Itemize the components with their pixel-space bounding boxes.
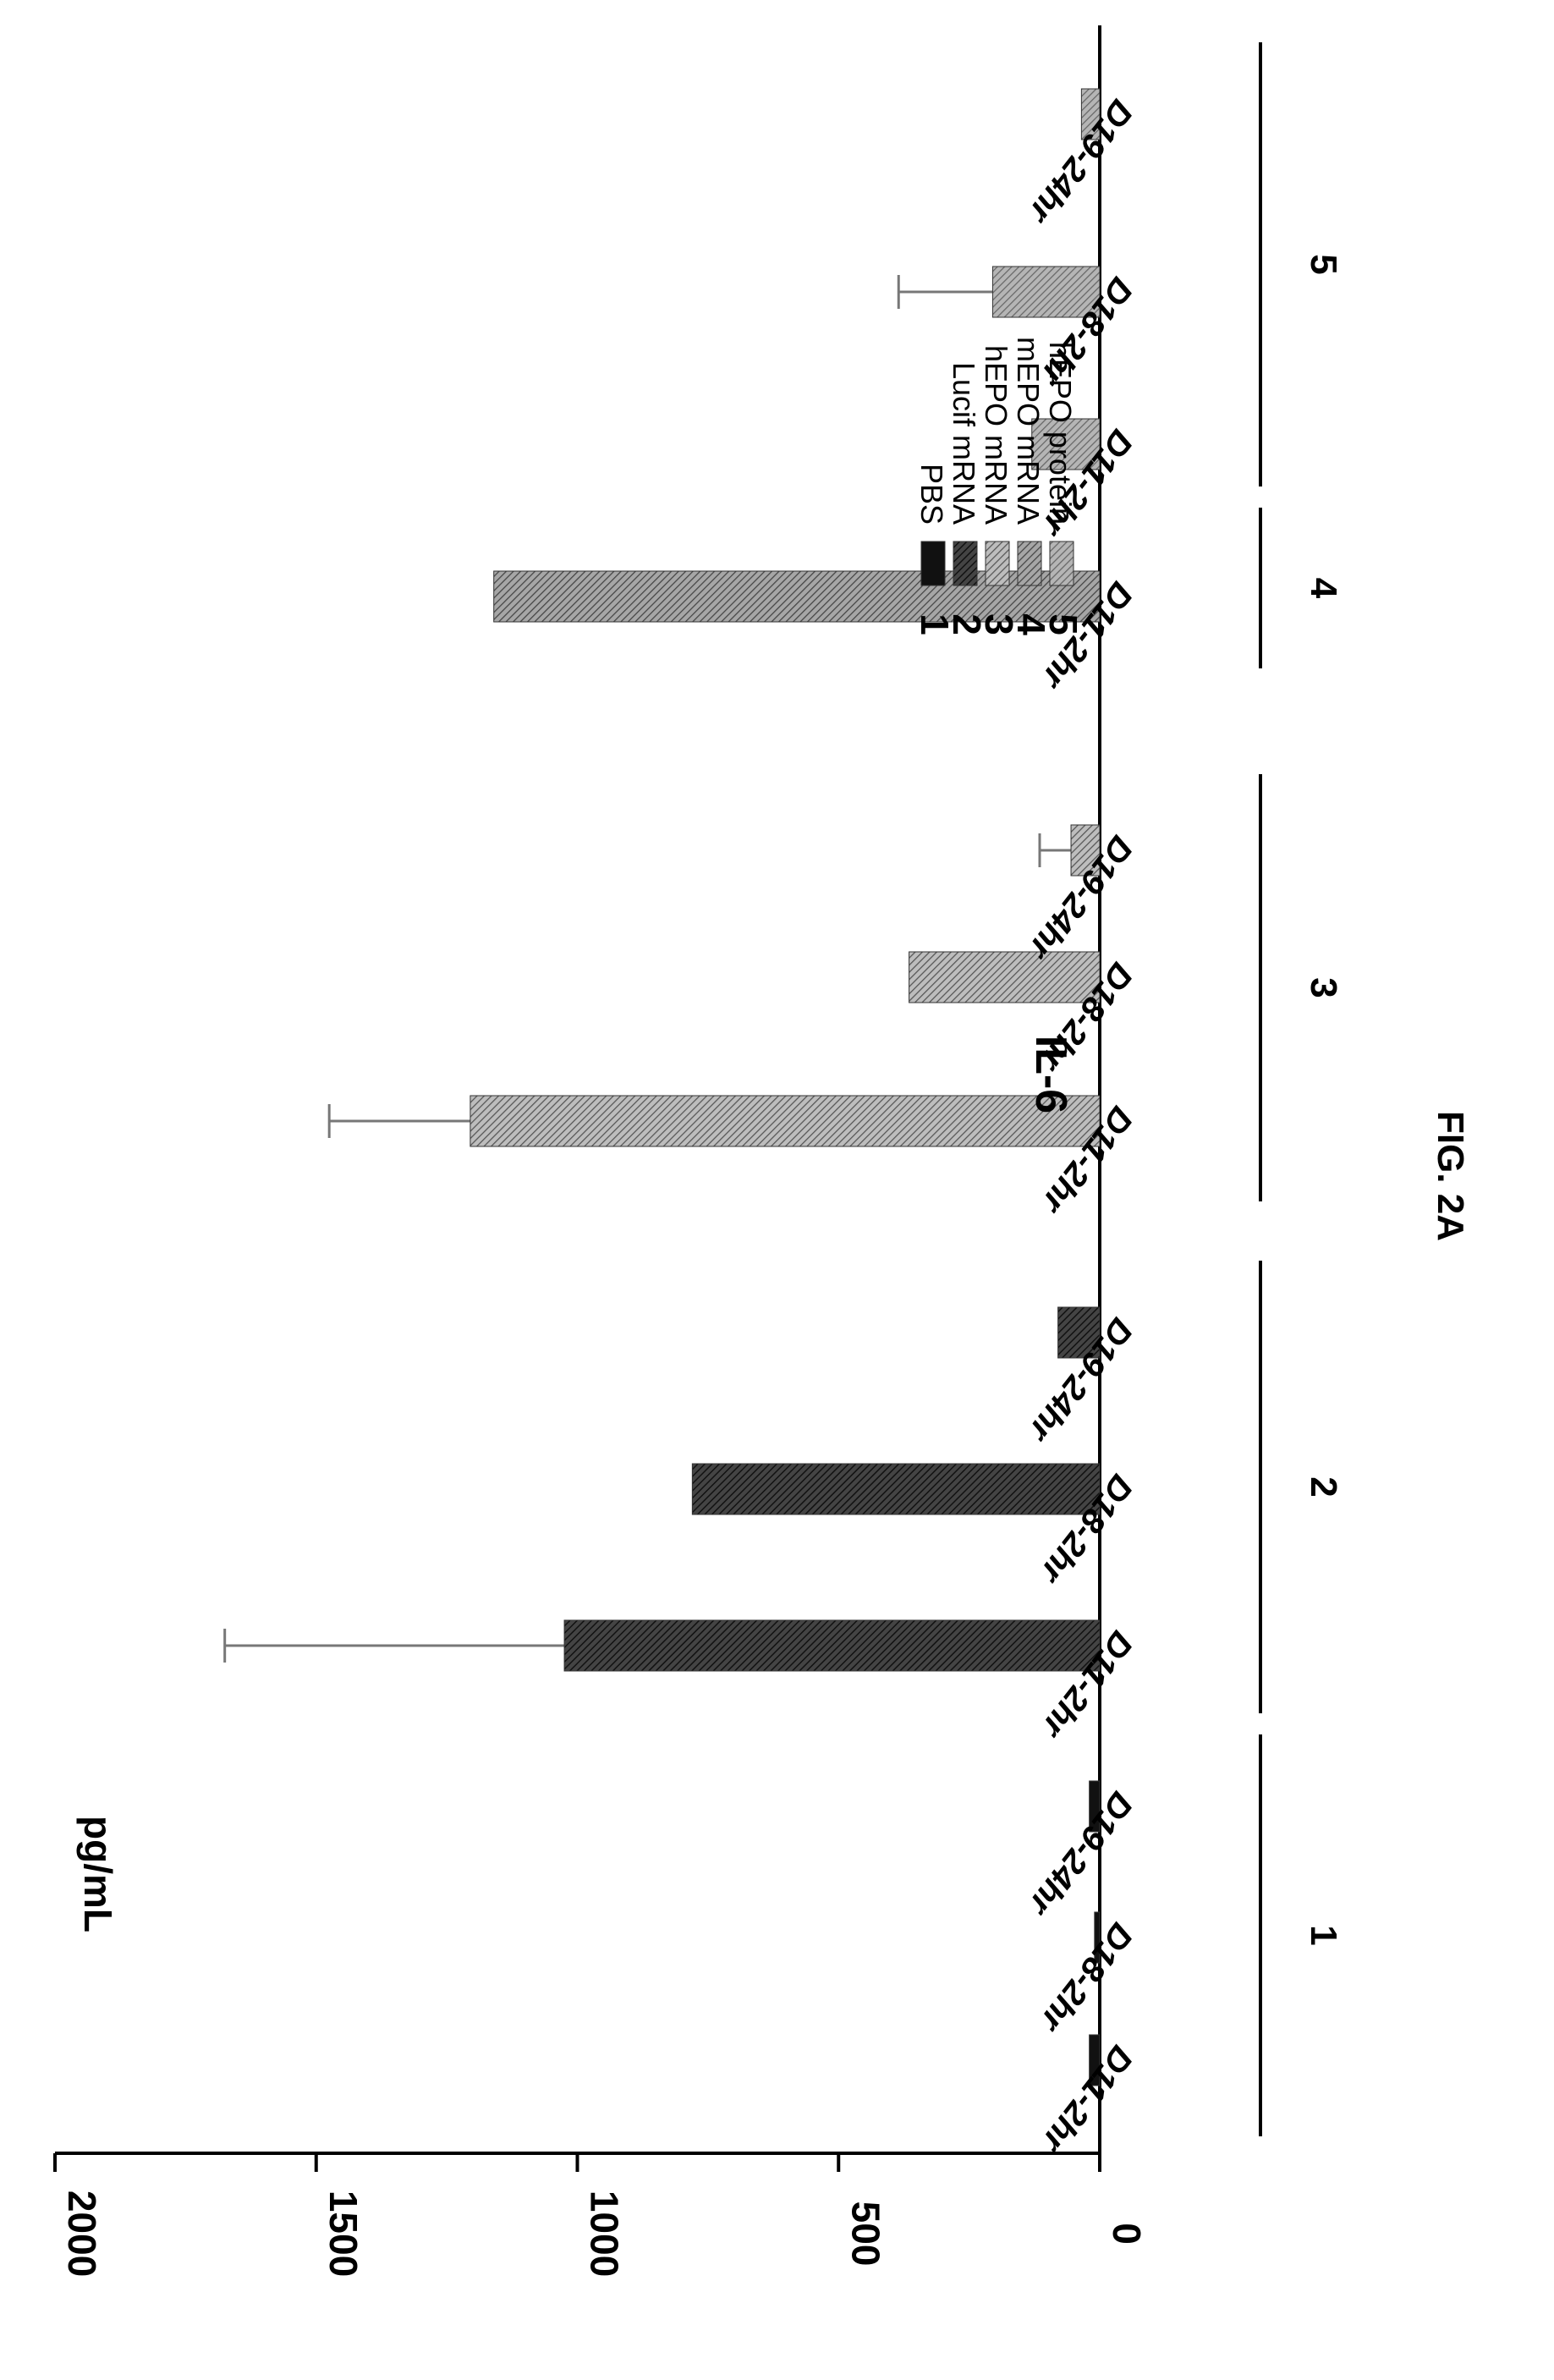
bar — [564, 1620, 1100, 1671]
y-tick-label: 0 — [1105, 2223, 1149, 2245]
chart-title: IL-6 — [1026, 1036, 1075, 1113]
group-label: 4 — [1303, 578, 1344, 599]
legend-label: hEPO mRNA — [979, 345, 1013, 525]
y-tick-label: 1500 — [321, 2190, 365, 2277]
y-tick-label: 500 — [843, 2201, 887, 2267]
y-tick-label: 1000 — [583, 2190, 627, 2277]
legend-swatch — [1018, 541, 1041, 585]
legend-swatch — [953, 541, 977, 585]
legend-label: Lucif mRNA — [947, 362, 981, 525]
group-label: 5 — [1303, 254, 1344, 274]
legend-swatch — [986, 541, 1009, 585]
figure-caption: FIG. 2A — [1430, 1111, 1471, 1241]
bar — [470, 1096, 1100, 1146]
category-label: D19-24hr — [1020, 92, 1140, 231]
legend-label: mEPO mRNA — [1011, 337, 1046, 525]
bar — [692, 1464, 1100, 1514]
category-label: D11-2hr — [1034, 2038, 1140, 2160]
legend-swatch — [921, 541, 945, 585]
legend-swatch — [1050, 541, 1074, 585]
legend-label: PBS — [914, 464, 949, 525]
y-tick-label: 2000 — [60, 2190, 104, 2277]
bar — [909, 952, 1100, 1003]
legend-number: 5 — [1041, 613, 1085, 635]
category-label: D19-24hr — [1020, 1784, 1140, 1923]
legend-label: hEPO protein — [1043, 342, 1078, 525]
group-label: 2 — [1303, 1476, 1344, 1497]
group-label: 1 — [1303, 1925, 1344, 1945]
y-axis-label: pg/mL — [76, 1816, 120, 1932]
group-label: 3 — [1303, 977, 1344, 998]
group-labels: 1 2 3 4 5 — [1303, 254, 1344, 1945]
category-label: D18-2hr — [1032, 1916, 1140, 2039]
